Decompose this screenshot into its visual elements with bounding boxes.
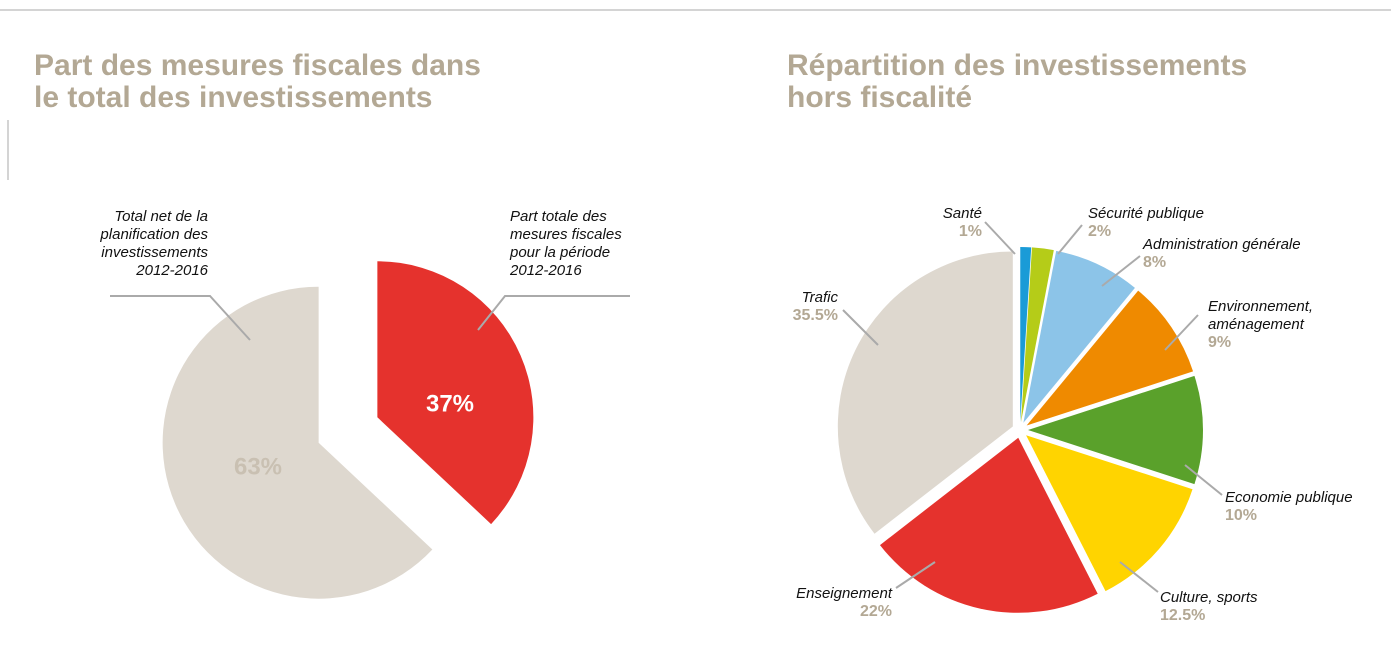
leader-line — [895, 561, 936, 589]
leader-line — [1164, 314, 1199, 351]
pie-slice — [162, 286, 433, 599]
value-label: 12.5% — [1160, 607, 1206, 624]
slice-label: Trafic — [801, 289, 838, 306]
value-label: 35.5% — [792, 307, 838, 324]
pie-slice — [879, 437, 1098, 613]
pie-slice — [837, 251, 1013, 534]
slice-label: Culture, sports — [1160, 589, 1258, 606]
value-label: 1% — [958, 223, 982, 240]
leader-line — [984, 221, 1016, 255]
chart-title: Part des mesures fiscales dans le total … — [34, 49, 481, 114]
slice-label: Sécurité publique — [1088, 205, 1204, 222]
value-label: 22% — [859, 603, 892, 620]
slice-label: Santé — [942, 205, 982, 222]
leader-line — [1057, 224, 1083, 255]
pie-slice — [1028, 375, 1204, 485]
leader-line — [110, 295, 251, 341]
chart-title: Répartition des investissements hors fis… — [787, 49, 1248, 114]
value-label: 9% — [1208, 334, 1232, 351]
slice-label: Part totale des mesures fiscales pour la… — [510, 208, 622, 279]
pie-slice — [1020, 247, 1032, 423]
slice-label: Environnement, aménagement — [1208, 298, 1314, 333]
pie-slice — [1023, 250, 1135, 423]
slice-label: Enseignement — [796, 585, 892, 602]
value-label: 2% — [1088, 223, 1112, 240]
value-label: 63% — [234, 453, 282, 480]
leader-line — [477, 295, 630, 331]
value-label: 10% — [1225, 507, 1258, 524]
value-label: 37% — [426, 390, 474, 417]
pie-slice — [377, 261, 534, 525]
pie-slice — [1026, 290, 1194, 426]
pie-slice — [1021, 247, 1054, 423]
pie-slice — [1026, 435, 1193, 592]
leader-line — [1101, 255, 1141, 287]
slice-label: Economie publique — [1225, 489, 1353, 506]
leader-line — [1119, 561, 1159, 593]
leader-line — [842, 309, 879, 346]
value-label: 8% — [1143, 254, 1167, 271]
slice-label: Administration générale — [1143, 236, 1301, 253]
slice-label: Total net de la planification des invest… — [100, 208, 208, 279]
leader-line — [1184, 464, 1223, 496]
